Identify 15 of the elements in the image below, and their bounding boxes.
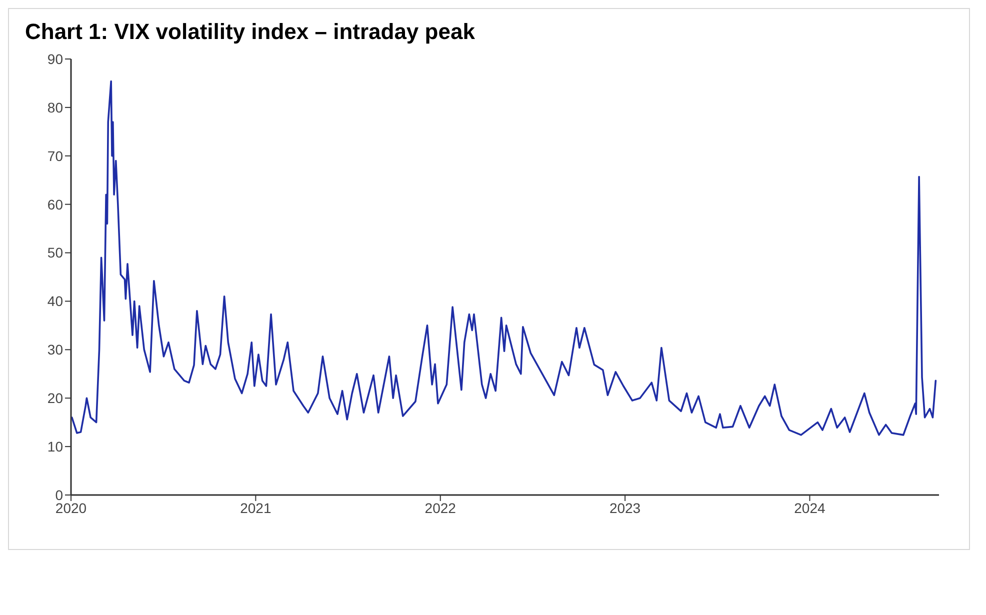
x-tick-label: 2022 bbox=[424, 500, 456, 516]
x-tick-label: 2024 bbox=[794, 500, 826, 516]
y-tick-label: 70 bbox=[47, 148, 64, 164]
line-series bbox=[71, 80, 937, 436]
x-tick-label: 2023 bbox=[609, 500, 641, 516]
chart-title: Chart 1: VIX volatility index – intraday peak bbox=[24, 18, 476, 45]
x-tick-label: 2021 bbox=[240, 500, 272, 516]
y-tick-label: 80 bbox=[47, 99, 64, 116]
y-tick-label: 40 bbox=[47, 293, 64, 310]
y-tick-label: 10 bbox=[47, 438, 64, 455]
y-tick-label: 60 bbox=[47, 196, 64, 212]
y-tick-label: 50 bbox=[47, 244, 64, 261]
y-tick-label: 30 bbox=[47, 342, 64, 358]
y-tick-label: 20 bbox=[47, 390, 64, 406]
y-tick-label: 90 bbox=[47, 50, 64, 67]
